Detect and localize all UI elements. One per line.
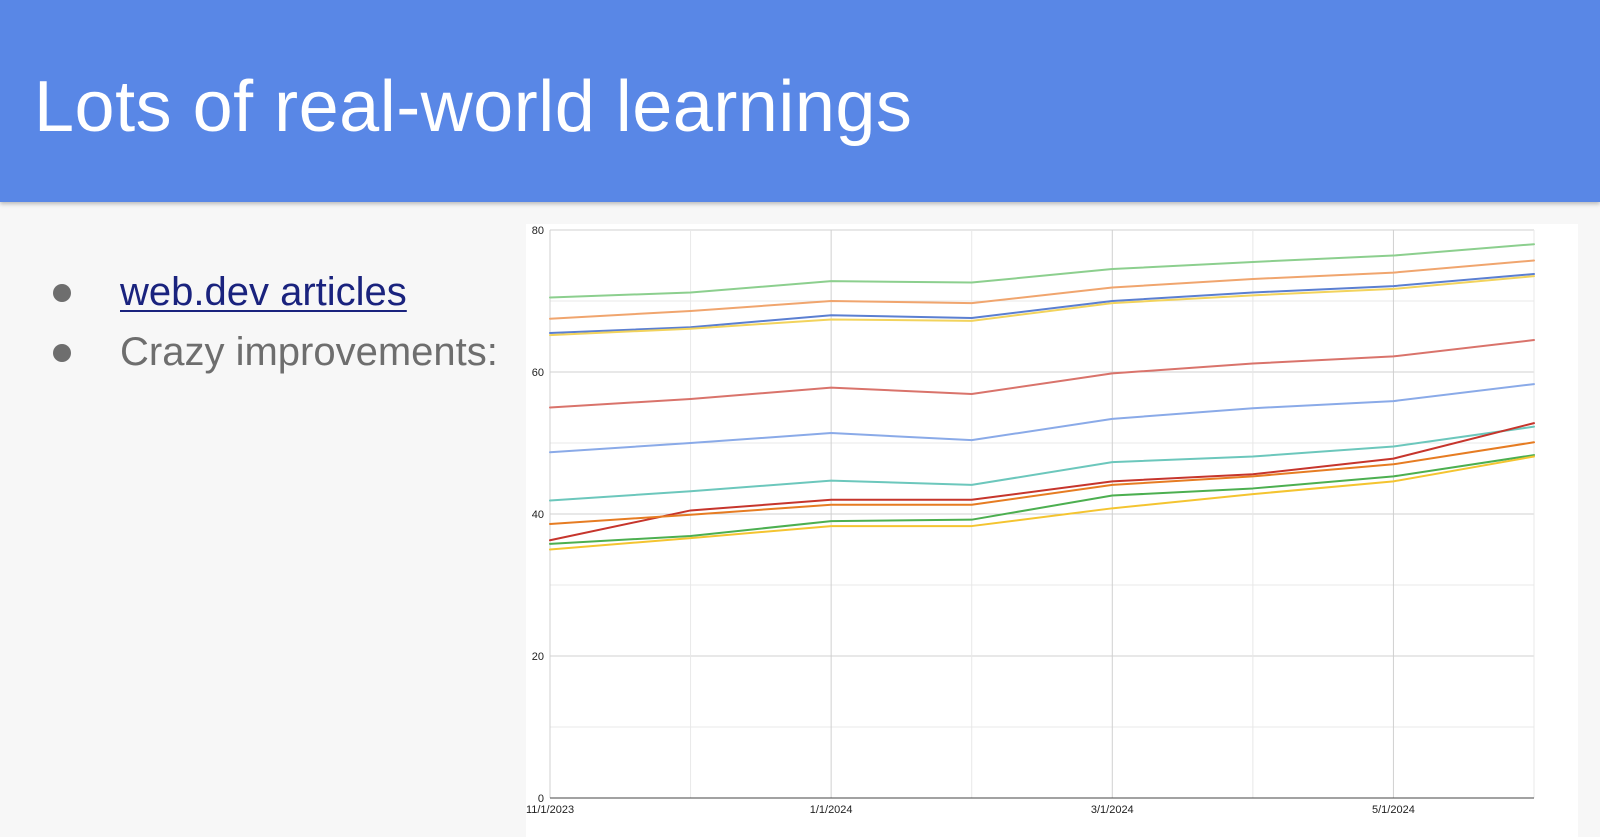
- series-line: [549, 422, 1535, 542]
- slide-title: Lots of real-world learnings: [34, 67, 913, 147]
- series-line: [549, 273, 1535, 334]
- x-tick-label: 3/1/2024: [1091, 804, 1134, 816]
- slide-header: Lots of real-world learnings: [0, 0, 1600, 202]
- y-tick-label: 0: [538, 793, 544, 805]
- series-line: [549, 243, 1535, 299]
- series-line: [549, 455, 1535, 551]
- y-tick-label: 20: [532, 651, 544, 663]
- x-tick-label: 5/1/2024: [1372, 804, 1415, 816]
- line-chart: 0 20 40 60 80 11/1/2023 1/1/2024 3/1/2024 5/1/20…: [526, 225, 1535, 816]
- web-dev-articles-link[interactable]: web.dev articles: [120, 270, 407, 314]
- series-line: [549, 454, 1535, 545]
- series-line: [549, 259, 1535, 320]
- x-tick-label: 11/1/2023: [526, 804, 574, 816]
- chart-panel: 0 20 40 60 80 11/1/2023 1/1/2024 3/1/2024 5/1/20…: [526, 224, 1578, 837]
- series-line: [549, 425, 1535, 502]
- series-line: [549, 441, 1535, 525]
- series-line: [549, 383, 1535, 454]
- bullet-item-improvements: Crazy improvements:: [0, 322, 540, 382]
- bullet-list: web.dev articles Crazy improvements:: [0, 262, 540, 382]
- series-line: [549, 339, 1535, 409]
- y-tick-label: 60: [532, 367, 544, 379]
- bullet-label-improvements: Crazy improvements:: [120, 330, 498, 374]
- x-tick-label: 1/1/2024: [810, 804, 853, 816]
- series-line: [549, 275, 1535, 337]
- bullet-dot-icon: [53, 284, 71, 302]
- y-tick-label: 80: [532, 225, 544, 237]
- bullet-dot-icon: [53, 344, 71, 362]
- y-tick-label: 40: [532, 509, 544, 521]
- bullet-item-web-dev: web.dev articles: [0, 262, 540, 322]
